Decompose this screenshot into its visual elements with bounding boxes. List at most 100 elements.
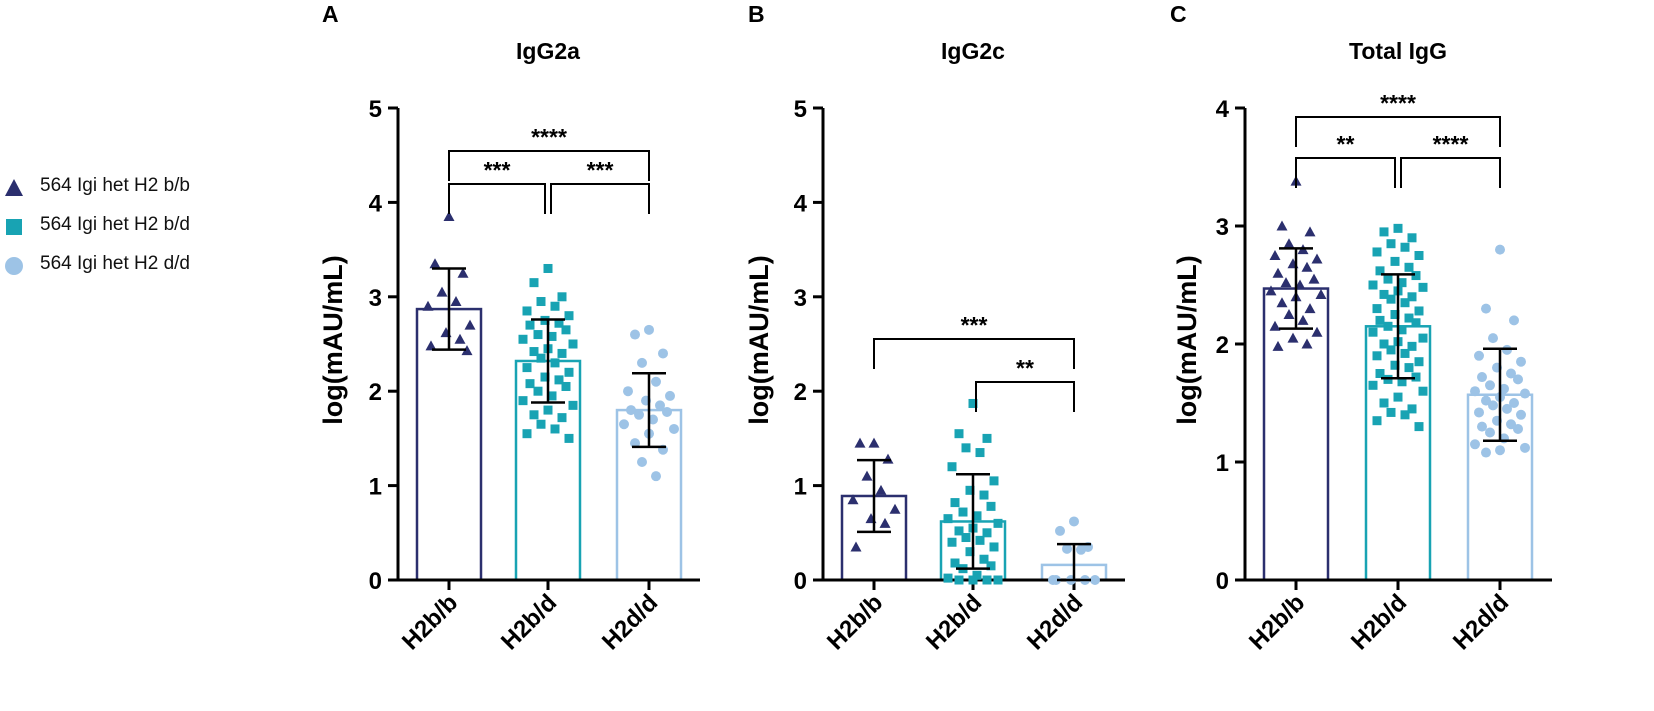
legend-label: 564 Igi het H2 b/d xyxy=(40,214,190,235)
x-tick-label: H2b/d xyxy=(921,589,987,655)
data-point xyxy=(637,357,647,368)
data-point xyxy=(1404,262,1414,272)
data-point xyxy=(464,319,476,330)
data-point xyxy=(986,561,996,571)
data-point xyxy=(943,573,953,583)
data-point xyxy=(1411,318,1421,328)
data-point xyxy=(1400,348,1410,358)
panel-c: C Total IgG log(mAU/mL) 0 1 2 3 4 H2b/b H2b/d H2d/… xyxy=(1170,1,1552,655)
data-point xyxy=(1414,357,1424,367)
data-point xyxy=(1265,285,1277,296)
legend-item-bb: 564 Igi het H2 b/b xyxy=(0,172,300,202)
data-point xyxy=(972,511,982,521)
data-point xyxy=(1516,409,1526,420)
data-point xyxy=(1386,294,1396,304)
significance-label: ** xyxy=(1016,355,1034,381)
data-point xyxy=(1414,422,1424,432)
data-point xyxy=(1506,368,1516,379)
y-tick-label: 1 xyxy=(1216,450,1229,477)
data-point xyxy=(655,400,665,411)
data-point xyxy=(1301,261,1313,272)
data-point xyxy=(1520,388,1530,399)
data-point xyxy=(619,419,629,430)
data-point xyxy=(454,333,466,344)
data-point xyxy=(1509,398,1519,408)
data-point xyxy=(1269,250,1281,260)
data-point xyxy=(993,575,1003,585)
data-point xyxy=(1509,315,1519,326)
data-point xyxy=(665,390,675,401)
circle-marker-icon xyxy=(5,257,23,275)
data-point xyxy=(561,381,571,391)
data-point xyxy=(961,443,971,453)
data-point xyxy=(1315,288,1327,299)
data-point xyxy=(1375,266,1385,276)
significance-bracket xyxy=(975,381,1075,412)
data-point xyxy=(1400,298,1410,308)
data-point xyxy=(1386,345,1396,355)
data-point xyxy=(1308,273,1320,284)
data-point xyxy=(561,325,571,335)
data-point xyxy=(1379,227,1389,237)
data-point xyxy=(972,570,982,580)
data-point xyxy=(954,575,964,585)
legend-label: 564 Igi het H2 b/b xyxy=(40,175,190,196)
data-point xyxy=(529,410,539,420)
data-point xyxy=(662,406,672,417)
data-point xyxy=(1390,360,1400,370)
data-point xyxy=(557,413,567,423)
x-tick-label: H2d/d xyxy=(1448,589,1514,655)
data-point xyxy=(1481,395,1491,406)
data-point xyxy=(1481,303,1491,314)
data-point xyxy=(947,537,957,547)
data-point xyxy=(533,330,543,340)
data-point xyxy=(1393,223,1403,233)
data-point xyxy=(554,375,564,385)
data-point xyxy=(626,405,636,416)
data-point xyxy=(989,542,999,552)
y-tick-label: 2 xyxy=(794,379,807,406)
data-point xyxy=(1418,386,1428,396)
data-point xyxy=(1304,226,1316,237)
data-point xyxy=(1393,392,1403,402)
data-point xyxy=(461,345,473,356)
data-point xyxy=(1485,427,1495,438)
y-tick-label: 3 xyxy=(1216,214,1229,241)
data-point xyxy=(847,494,859,505)
square-marker-icon xyxy=(6,219,22,235)
data-point xyxy=(993,518,1003,528)
data-point xyxy=(968,398,978,408)
data-point xyxy=(1407,292,1417,302)
data-point xyxy=(1404,363,1414,373)
data-point xyxy=(1372,304,1382,314)
data-point xyxy=(436,286,448,297)
data-point xyxy=(1414,251,1424,260)
data-point xyxy=(554,318,564,328)
data-point xyxy=(1481,447,1491,458)
data-point xyxy=(950,558,960,568)
data-point xyxy=(644,324,654,335)
data-point xyxy=(1390,310,1400,319)
data-point xyxy=(979,554,989,564)
x-tick-label: H2b/d xyxy=(496,589,562,655)
data-point xyxy=(457,267,469,278)
significance-label: *** xyxy=(484,157,511,183)
data-point xyxy=(536,419,546,429)
data-point xyxy=(1404,313,1414,323)
data-point xyxy=(1368,327,1378,337)
significance-label: **** xyxy=(1380,90,1416,116)
data-point xyxy=(1407,341,1417,351)
data-point xyxy=(568,339,578,349)
triangle-marker-icon xyxy=(5,179,23,196)
data-point xyxy=(1411,372,1421,382)
data-point xyxy=(1506,419,1516,430)
data-point xyxy=(968,575,978,585)
x-tick-label: H2b/b xyxy=(397,589,463,655)
data-point xyxy=(1477,372,1487,383)
data-point xyxy=(518,334,528,344)
data-point xyxy=(564,433,574,443)
significance-bracket xyxy=(550,183,650,214)
data-point xyxy=(1407,404,1417,414)
x-tick-label: H2d/d xyxy=(597,589,663,655)
data-point xyxy=(875,484,887,495)
